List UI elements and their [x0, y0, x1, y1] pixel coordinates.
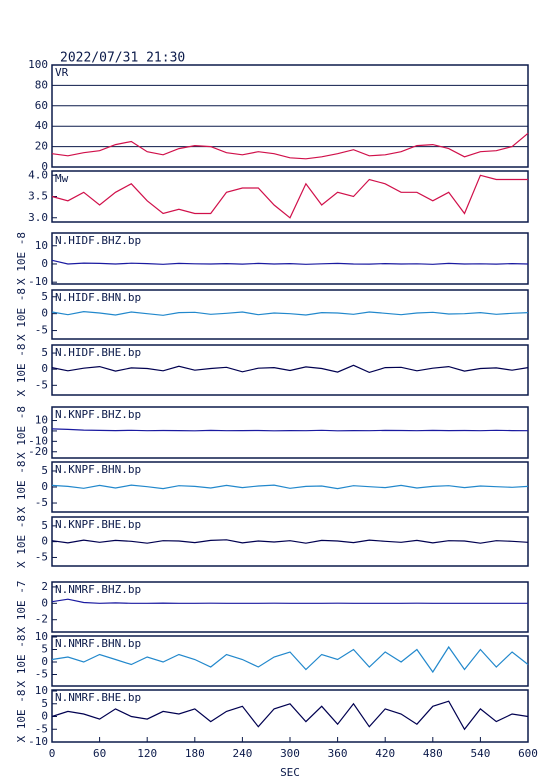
y-tick-label: 0 [41, 160, 48, 173]
trace [51, 310, 529, 316]
panel-title: N.NMRF.BHN.bp [55, 637, 141, 650]
y-tick-label: 0 [41, 307, 48, 320]
panel-frame [51, 170, 529, 223]
y-tick-label: -5 [35, 668, 48, 681]
y-axis-label: X 10E -8 [15, 461, 28, 514]
trace [51, 174, 528, 219]
y-tick-label: -5 [35, 550, 48, 563]
y-axis-label: X 10E -8 [15, 635, 28, 688]
y-tick-label: 0 [41, 257, 48, 270]
y-tick-label: 80 [35, 78, 48, 91]
x-tick-label: 540 [470, 747, 490, 760]
y-tick-label: 4.0 [28, 168, 48, 181]
panel-title: N.HIDF.BHZ.bp [55, 234, 141, 247]
panel-title: VR [55, 66, 69, 79]
trace [51, 598, 528, 604]
y-tick-label: 5 [41, 464, 48, 477]
x-tick-label: 300 [280, 747, 300, 760]
y-tick-label: -5 [35, 496, 48, 509]
y-tick-label: 10 [35, 239, 48, 252]
y-tick-label: -5 [35, 324, 48, 337]
x-tick-label: 600 [518, 747, 538, 760]
x-tick-label: 60 [93, 747, 106, 760]
y-tick-label: 2 [41, 580, 48, 593]
y-tick-label: -10 [28, 434, 48, 447]
y-axis-label: X 10E -7 [15, 581, 28, 634]
panel-title: N.HIDF.BHE.bp [55, 346, 141, 359]
x-tick-label: 360 [328, 747, 348, 760]
panel-frame [51, 232, 529, 285]
y-tick-label: -2 [35, 613, 48, 626]
y-tick-label: -10 [28, 275, 48, 288]
panel-frame [51, 289, 529, 340]
y-tick-label: 3.5 [28, 190, 48, 203]
y-tick-label: 0 [41, 535, 48, 548]
y-tick-label: 0 [41, 424, 48, 437]
trace [51, 539, 529, 544]
panel-title: Mw [55, 172, 69, 185]
trace [51, 700, 529, 731]
trace [51, 484, 529, 490]
x-axis-label: SEC [280, 766, 300, 779]
y-tick-label: 60 [35, 99, 48, 112]
x-tick-label: 120 [137, 747, 157, 760]
trace [51, 645, 529, 674]
trace [51, 259, 529, 265]
y-tick-label: 3.0 [28, 211, 48, 224]
x-tick-label: 180 [185, 747, 205, 760]
panel-frame [51, 635, 529, 687]
trace [51, 132, 529, 160]
trace [51, 364, 529, 374]
y-tick-label: 10 [35, 684, 48, 697]
y-axis-label: X 10E -8 [15, 690, 28, 743]
x-tick-label: 420 [375, 747, 395, 760]
y-tick-label: -5 [35, 378, 48, 391]
y-tick-label: 10 [35, 630, 48, 643]
y-axis-label: X 10E -8 [15, 406, 28, 459]
y-tick-label: 5 [41, 290, 48, 303]
y-tick-label: 0 [41, 655, 48, 668]
panel-frame [51, 581, 529, 633]
y-tick-label: 0 [41, 710, 48, 723]
panel-title: N.NMRF.BHZ.bp [55, 583, 141, 596]
y-tick-label: 0 [41, 480, 48, 493]
y-tick-label: 40 [35, 119, 48, 132]
y-tick-label: 0 [41, 596, 48, 609]
y-axis-label: X 10E -8 [15, 344, 28, 397]
page-title: 2022/07/31 21:30 [60, 51, 185, 66]
y-tick-label: -20 [28, 445, 48, 458]
x-tick-label: 0 [49, 747, 56, 760]
x-tick-label: 480 [423, 747, 443, 760]
trace [51, 428, 529, 432]
panel-frame [51, 64, 529, 168]
y-tick-label: -5 [35, 722, 48, 735]
y-tick-label: 5 [41, 519, 48, 532]
panel-title: N.NMRF.BHE.bp [55, 691, 141, 704]
y-tick-label: 5 [41, 346, 48, 359]
x-tick-label: 240 [232, 747, 252, 760]
panel-title: N.KNPF.BHN.bp [55, 463, 141, 476]
y-tick-label: 0 [41, 362, 48, 375]
y-axis-label: X 10E -8 [15, 515, 28, 568]
y-tick-label: 5 [41, 643, 48, 656]
panel-title: N.HIDF.BHN.bp [55, 291, 141, 304]
panel-frame [51, 344, 529, 396]
panel-frame [51, 516, 529, 567]
y-tick-label: -10 [28, 735, 48, 748]
panel-title: N.KNPF.BHE.bp [55, 518, 141, 531]
y-tick-label: 5 [41, 697, 48, 710]
y-tick-label: 10 [35, 414, 48, 427]
panel-frame [51, 406, 529, 459]
panel-title: N.KNPF.BHZ.bp [55, 408, 141, 421]
y-tick-label: 100 [28, 58, 48, 71]
y-axis-label: X 10E -8 [15, 232, 28, 285]
y-axis-label: X 10E -8 [15, 288, 28, 341]
y-tick-label: 20 [35, 140, 48, 153]
